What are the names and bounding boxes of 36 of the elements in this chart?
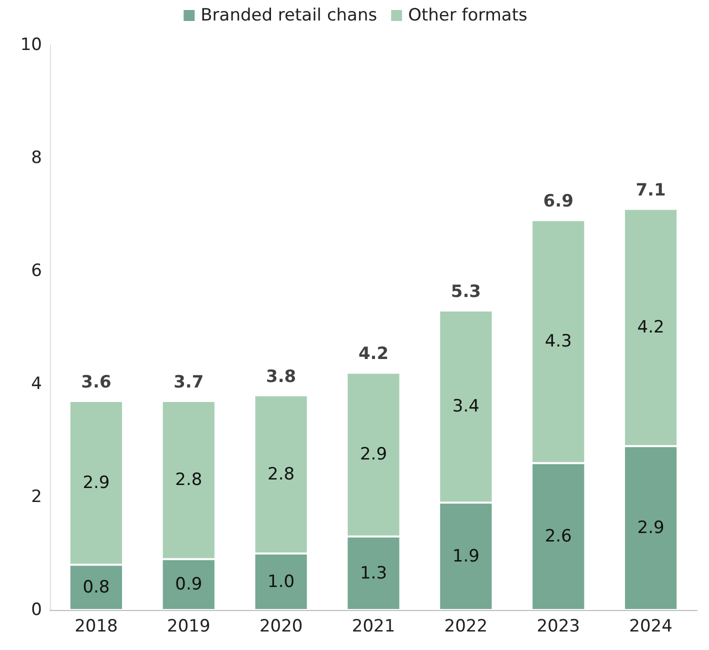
data-label: 1.3	[360, 563, 388, 584]
y-tick-label: 8	[31, 148, 42, 168]
data-label: 1.9	[452, 546, 480, 566]
y-tick-label: 4	[31, 374, 42, 394]
legend-label: Branded retail chans	[200, 6, 378, 26]
y-tick-label: 10	[20, 35, 42, 55]
total-label: 7.1	[636, 180, 666, 200]
data-label: 2.9	[637, 518, 664, 538]
total-label: 3.6	[81, 372, 112, 392]
x-tick-label: 2021	[352, 616, 396, 636]
legend-label: Other formats	[408, 6, 528, 26]
x-tick-label: 2018	[74, 616, 118, 636]
data-label: 2.8	[175, 470, 202, 490]
x-tick-label: 2022	[444, 616, 488, 636]
data-label: 4.3	[544, 332, 572, 352]
data-label: 0.8	[82, 577, 110, 598]
data-label: 2.6	[544, 526, 572, 547]
data-label: 3.4	[452, 396, 480, 417]
x-tick-label: 2019	[167, 616, 210, 636]
total-label: 6.9	[543, 192, 574, 212]
total-label: 4.2	[358, 344, 389, 364]
y-tick-label: 6	[31, 261, 42, 281]
data-label: 2.8	[268, 464, 295, 484]
data-label: 0.9	[175, 574, 202, 595]
data-label: 4.2	[637, 318, 664, 338]
total-label: 3.7	[174, 372, 204, 392]
x-tick-label: 2020	[259, 616, 303, 636]
total-label: 3.8	[266, 366, 296, 387]
y-tick-label: 0	[31, 600, 42, 620]
data-label: 1.0	[268, 572, 295, 592]
data-label: 2.9	[82, 472, 110, 493]
x-tick-label: 2024	[629, 616, 672, 636]
y-tick-label: 2	[31, 487, 42, 507]
x-tick-label: 2023	[536, 616, 580, 636]
data-label: 2.9	[360, 444, 388, 465]
total-label: 5.3	[450, 282, 481, 302]
